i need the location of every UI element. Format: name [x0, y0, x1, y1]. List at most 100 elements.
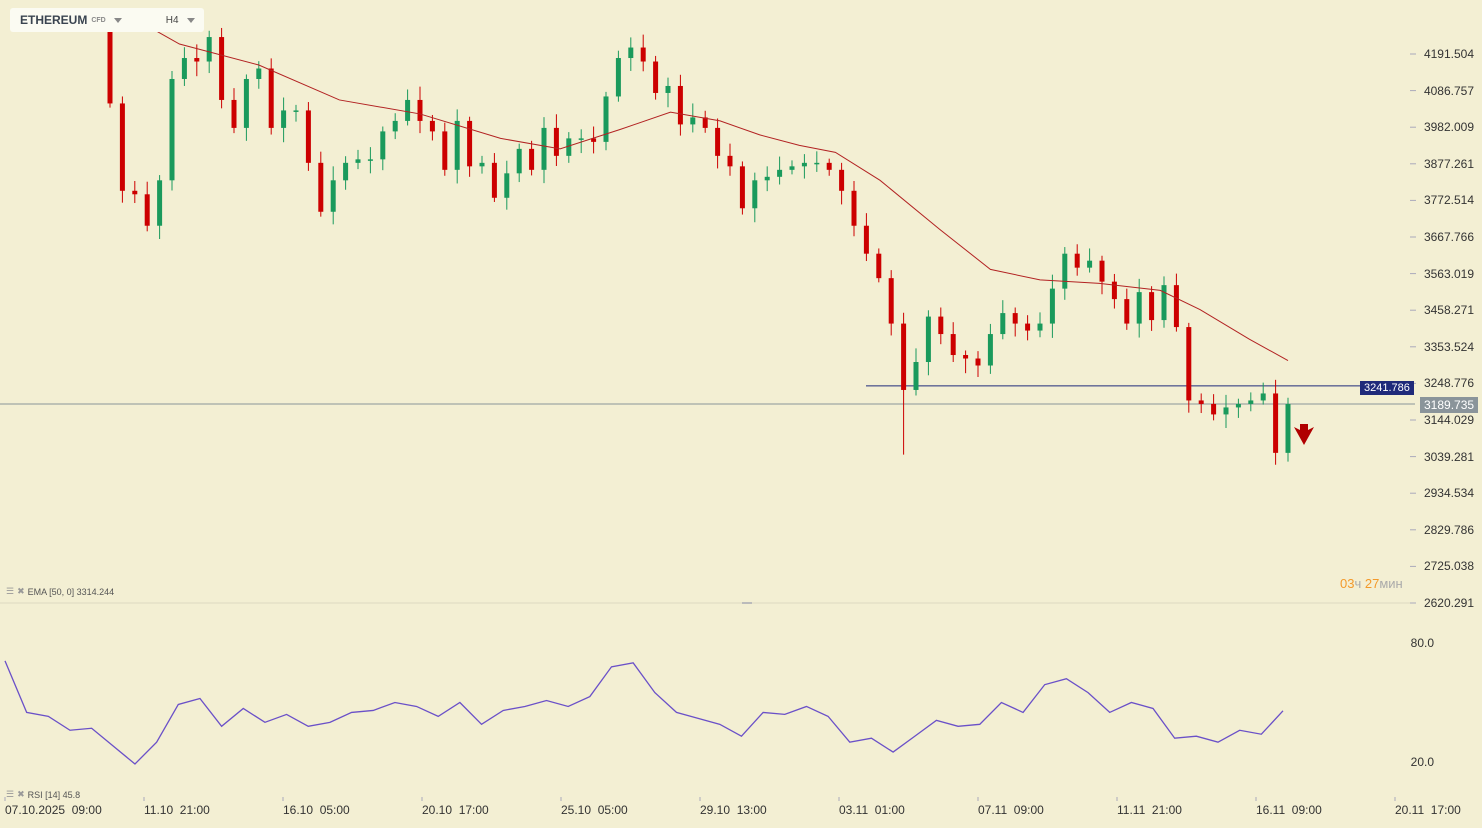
x-tick-label: 20.10 17:00	[422, 803, 489, 817]
chevron-down-icon[interactable]	[113, 17, 122, 23]
symbol-name: ETHEREUM	[20, 13, 88, 27]
candle-body	[380, 131, 386, 160]
timer-minutes: 27	[1364, 576, 1380, 591]
candle-body	[219, 37, 225, 100]
y-tick-label: 2934.534	[1423, 486, 1474, 501]
candle-body	[801, 162, 807, 167]
rsi-tick-label: 80.0	[1410, 636, 1434, 650]
candle-body	[826, 162, 832, 170]
candle-body	[1149, 292, 1155, 321]
candle-body	[1285, 404, 1291, 453]
x-tick-label: 07.10.2025 09:00	[5, 803, 102, 817]
candle-body	[194, 58, 200, 62]
candle-body	[119, 103, 125, 191]
candle-body	[107, 26, 113, 104]
candle-body	[343, 162, 349, 181]
y-tick-label: 3563.019	[1423, 266, 1474, 281]
candle-body	[1111, 281, 1117, 300]
candle-body	[429, 120, 435, 132]
candle-body	[752, 180, 758, 209]
symbol-badge: CFD	[91, 16, 106, 24]
y-tick-label: 3353.524	[1423, 339, 1474, 354]
x-tick-label: 16.10 05:00	[283, 803, 350, 817]
sell-arrow-icon	[1294, 424, 1314, 445]
candle-body	[293, 110, 299, 112]
candle-body	[1049, 288, 1055, 324]
x-tick-label: 16.11 09:00	[1256, 803, 1322, 817]
y-tick-label: 3144.029	[1423, 413, 1474, 427]
candle-body	[318, 162, 324, 212]
candle-body	[1087, 260, 1093, 268]
y-tick-label: 3772.514	[1423, 193, 1474, 208]
candle-body	[1012, 313, 1018, 324]
candle-body	[1124, 299, 1130, 324]
candle-body	[566, 138, 572, 156]
candle-body	[628, 47, 634, 59]
timer-hours-unit: ч	[1354, 576, 1362, 591]
settings-icon[interactable]: ☰	[6, 789, 15, 799]
candle-body	[578, 138, 584, 140]
candle-body	[1161, 285, 1167, 321]
candle-body	[1198, 400, 1204, 404]
candle-body	[1173, 285, 1179, 328]
candle-body	[1211, 403, 1217, 415]
ema-value: EMA [50, 0] 3314.244	[27, 586, 115, 597]
candle-body	[541, 127, 547, 170]
candle-body	[479, 162, 485, 167]
rsi-tick-label: 20.0	[1410, 755, 1434, 769]
y-tick-label: 2725.038	[1423, 559, 1474, 574]
x-tick-label: 25.10 05:00	[561, 803, 628, 817]
candle-body	[1186, 327, 1192, 401]
candle-body	[467, 120, 473, 167]
candle-body	[739, 166, 745, 209]
candle-body	[677, 85, 683, 125]
y-tick-label: 4191.504	[1423, 47, 1474, 61]
candle-body	[206, 37, 212, 62]
candle-body	[814, 162, 820, 165]
candle-body	[367, 159, 373, 161]
candle-body	[256, 68, 262, 79]
candle-body	[901, 323, 907, 390]
candle-body	[1025, 323, 1031, 331]
candle-body	[405, 99, 411, 121]
close-icon[interactable]: ✖	[17, 789, 25, 799]
candle-body	[950, 334, 956, 356]
candle-body	[504, 173, 510, 198]
candle-body	[1136, 292, 1142, 324]
candle-body	[764, 176, 770, 181]
candle-timer: 03ч 27мин	[1340, 576, 1403, 591]
candle-body	[157, 180, 163, 226]
candle-body	[181, 58, 187, 79]
candle-body	[715, 127, 721, 156]
candle-body	[839, 169, 845, 191]
candle-body	[640, 47, 646, 62]
chevron-down-icon[interactable]	[186, 17, 195, 23]
candle-body	[553, 127, 559, 156]
timeframe-selector[interactable]: H4	[165, 14, 179, 26]
candle-body	[243, 78, 249, 128]
x-tick-label: 29.10 13:00	[700, 803, 767, 817]
candle-body	[851, 190, 857, 226]
candle-body	[529, 148, 535, 170]
candle-body	[727, 155, 733, 167]
candle-body	[702, 117, 708, 128]
candle-body	[789, 166, 795, 170]
candle-body	[1273, 393, 1279, 453]
close-icon[interactable]: ✖	[17, 586, 25, 596]
symbol-selector[interactable]: ETHEREUM CFD H4	[10, 8, 204, 32]
candle-body	[653, 61, 659, 93]
rsi-line	[4, 660, 1284, 765]
settings-icon[interactable]: ☰	[6, 586, 15, 596]
candle-body	[1074, 253, 1080, 268]
candle-body	[1235, 403, 1241, 408]
y-tick-label: 3667.766	[1423, 230, 1474, 244]
candle-body	[132, 190, 138, 195]
candle-body	[144, 194, 150, 226]
candle-body	[1099, 260, 1105, 282]
resistance-level-tag[interactable]: 3241.786	[1360, 381, 1414, 395]
y-tick-label: 3982.009	[1423, 120, 1474, 135]
current-price-tag: 3189.735	[1420, 397, 1479, 413]
candle-body	[690, 117, 696, 125]
x-tick-label: 03.11 01:00	[839, 803, 905, 817]
